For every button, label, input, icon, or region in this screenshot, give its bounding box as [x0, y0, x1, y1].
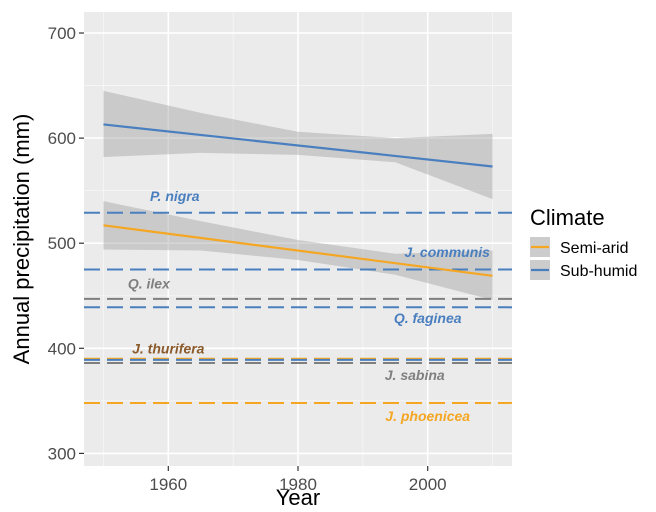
species-label-j-phoenicea: J. phoenicea	[385, 408, 470, 424]
y-tick-label: 700	[48, 24, 76, 43]
y-tick-label: 400	[48, 339, 76, 358]
legend-entries: Semi-arid Sub-humid	[530, 237, 637, 280]
trend-line-semi-arid	[103, 224, 493, 277]
species-label-j-communis: J. communis	[404, 244, 490, 260]
x-axis: 1960 1980 2000	[149, 466, 447, 494]
y-axis-title: Annual precipitation (mm)	[9, 114, 34, 365]
y-tick-label: 300	[48, 444, 76, 463]
y-axis: 300 400 500 600 700	[48, 24, 84, 463]
x-axis-title: Year	[276, 485, 320, 510]
species-reference-lines	[84, 211, 512, 404]
trend-lines	[103, 123, 493, 277]
x-tick-label: 2000	[409, 475, 447, 494]
legend: Climate Semi-arid Sub-humid	[530, 205, 637, 280]
legend-label-sub-humid: Sub-humid	[560, 263, 637, 280]
species-label-j-sabina: J. sabina	[385, 367, 445, 383]
species-label-q-ilex: Q. ilex	[128, 275, 171, 291]
x-tick-label: 1960	[149, 475, 187, 494]
legend-label-semi-arid: Semi-arid	[560, 240, 628, 257]
species-labels: P. nigra J. communis Q. ilex Q. faginea J. t…	[128, 188, 490, 424]
species-label-q-faginea: Q. faginea	[394, 310, 462, 326]
legend-title: Climate	[530, 205, 605, 230]
y-tick-label: 600	[48, 129, 76, 148]
trend-line-sub-humid	[103, 123, 493, 168]
y-tick-label: 500	[48, 234, 76, 253]
species-label-p-nigra: P. nigra	[150, 188, 200, 204]
species-label-j-thurifera: J. thurifera	[132, 341, 205, 357]
grid-major	[84, 12, 512, 466]
x-tick-label: 1980	[279, 475, 317, 494]
